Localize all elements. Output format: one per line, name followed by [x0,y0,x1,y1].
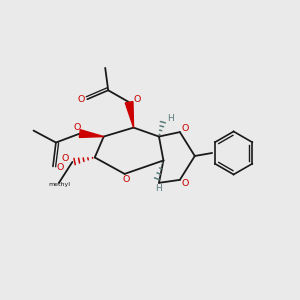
Text: O: O [73,122,80,131]
Text: O: O [78,95,85,104]
Text: O: O [61,154,69,164]
Polygon shape [79,130,104,137]
Text: H: H [167,114,174,123]
Polygon shape [125,101,134,128]
Text: O: O [134,95,141,104]
Text: H: H [156,184,162,193]
Text: O: O [182,179,189,188]
Text: O: O [122,175,130,184]
Text: O: O [57,164,64,172]
Text: methyl: methyl [48,182,70,187]
Text: O: O [182,124,189,133]
